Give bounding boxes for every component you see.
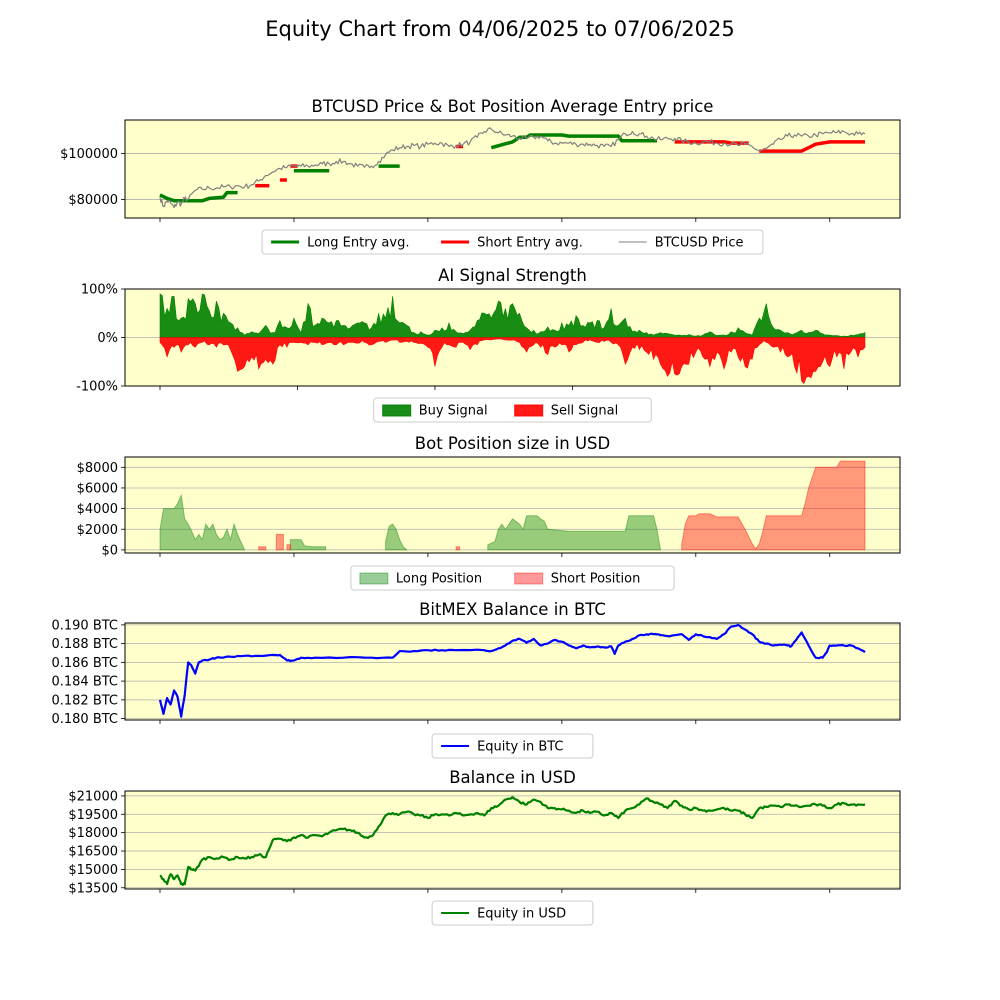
plot-background: [125, 457, 900, 553]
series-short-entry-avg--segment: [759, 140, 865, 153]
figure-title: Equity Chart from 04/06/2025 to 07/06/20…: [265, 17, 735, 41]
plot-area: [158, 623, 866, 718]
panel-btc_balance: BitMEX Balance in BTC 0.180 BTC 0.182 BTC 0…: [51, 600, 901, 759]
y-tick-label: $18000: [68, 826, 118, 841]
legend-swatch-short-position: [514, 572, 544, 585]
series-long-position-area: [159, 493, 246, 551]
legend-swatch-sell-signal: [514, 404, 544, 417]
plot-frame: [124, 622, 901, 721]
y-tick-label: $21000: [68, 789, 118, 804]
plot-frame: [124, 790, 901, 890]
plot-frame: [124, 119, 901, 219]
plot-area: [159, 796, 866, 886]
series-sell-signal-area: [159, 337, 866, 385]
panel-title: BTCUSD Price & Bot Position Average Entr…: [312, 97, 714, 116]
y-tick-label: $2000: [77, 523, 118, 538]
series-long-position-area: [289, 539, 327, 551]
legend-label-long-position: Long Position: [396, 572, 482, 587]
legend: Buy Signal Sell Signal: [373, 397, 652, 423]
series-equity-in-usd: [159, 796, 866, 886]
legend-label-btcusd-price: BTCUSD Price: [655, 236, 744, 251]
series-long-position-area: [385, 523, 409, 551]
legend-box: [373, 397, 652, 423]
legend-box: [350, 565, 675, 591]
series-btcusd-price: [159, 127, 866, 209]
plot-background: [125, 623, 900, 720]
y-tick-label: 0.184 BTC: [51, 675, 118, 690]
legend: Equity in USD: [431, 900, 594, 926]
legend-label-buy-signal: Buy Signal: [419, 404, 488, 419]
plot-background: [125, 791, 900, 889]
legend-box: [431, 733, 594, 759]
legend-swatch-long-position: [359, 572, 389, 585]
y-tick-label: $6000: [77, 481, 118, 496]
panel-position: Bot Position size in USD $0 $2000 $4000 $600…: [77, 434, 901, 591]
y-tick-label: 0.182 BTC: [51, 693, 118, 708]
y-tick-label: $0: [101, 543, 118, 558]
y-tick-label: 0%: [97, 331, 118, 346]
y-tick-label: $4000: [77, 502, 118, 517]
y-tick-label: 0.188 BTC: [51, 637, 118, 652]
panel-signal: AI Signal Strength 100% 0% -100% Buy Signal S…: [76, 266, 901, 423]
series-short-position-area: [455, 546, 461, 551]
legend-label-equity-in-btc: Equity in BTC: [477, 740, 563, 755]
y-tick-label: $100000: [60, 147, 118, 162]
legend-label-short-entry-avg-: Short Entry avg.: [477, 236, 583, 251]
y-tick-label: $16500: [68, 845, 118, 860]
series-equity-in-btc: [158, 623, 866, 718]
plot-background: [125, 120, 900, 218]
legend: Equity in BTC: [431, 733, 594, 759]
y-tick-label: -100%: [76, 380, 118, 395]
y-tick-label: $15000: [68, 863, 118, 878]
series-long-position-area: [487, 515, 662, 551]
series-short-position-area: [258, 546, 267, 551]
plot-area: [159, 127, 866, 209]
series-buy-signal-area: [159, 293, 866, 338]
plot-area: [159, 460, 866, 551]
panel-title: BitMEX Balance in BTC: [419, 600, 606, 619]
y-tick-label: $80000: [68, 193, 118, 208]
y-tick-label: 0.180 BTC: [51, 712, 118, 727]
legend-box: [431, 900, 594, 926]
panel-title: Balance in USD: [449, 768, 576, 787]
legend-swatch-buy-signal: [382, 404, 412, 417]
panel-usd_balance: Balance in USD $13500 $15000 $16500 $18000 $1…: [68, 768, 901, 926]
legend-label-long-entry-avg-: Long Entry avg.: [307, 236, 409, 251]
legend-label-sell-signal: Sell Signal: [551, 404, 619, 419]
series-short-position-area: [286, 544, 291, 551]
legend-label-equity-in-usd: Equity in USD: [477, 907, 566, 922]
legend: Long Entry avg. Short Entry avg. BTCUSD Pr…: [261, 229, 764, 255]
y-tick-label: $13500: [68, 881, 118, 896]
series-short-position-area: [681, 460, 866, 551]
y-tick-label: 0.186 BTC: [51, 656, 118, 671]
plot-frame: [124, 456, 901, 554]
y-tick-label: $8000: [77, 461, 118, 476]
panel-title: Bot Position size in USD: [415, 434, 610, 453]
plot-area: [159, 293, 866, 385]
y-tick-label: $19500: [68, 808, 118, 823]
series-short-position-area: [275, 533, 284, 551]
series-long-entry-avg--segment: [159, 190, 238, 203]
panel-title: AI Signal Strength: [438, 266, 587, 285]
y-tick-label: 100%: [81, 283, 118, 298]
panel-price: BTCUSD Price & Bot Position Average Entr…: [60, 97, 901, 255]
legend-box: [261, 229, 764, 255]
legend-label-short-position: Short Position: [551, 572, 641, 587]
plot-frame: [124, 288, 901, 387]
series-short-entry-avg--segment: [674, 140, 749, 145]
legend: Long Position Short Position: [350, 565, 675, 591]
y-tick-label: 0.190 BTC: [51, 618, 118, 633]
